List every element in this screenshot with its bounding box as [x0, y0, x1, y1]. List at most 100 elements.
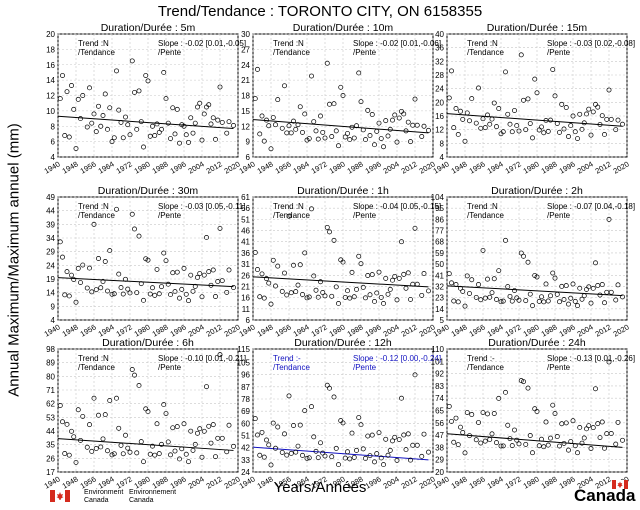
data-point [365, 273, 371, 278]
data-point [505, 422, 511, 428]
data-point [295, 443, 301, 449]
trend-annotation: Trend :N [273, 39, 304, 48]
panel-title: Duration/Durée : 24h [488, 337, 586, 349]
data-point [345, 449, 350, 455]
data-point [197, 100, 203, 106]
data-point [306, 136, 312, 141]
data-point [288, 450, 294, 456]
data-point [78, 437, 83, 443]
x-tick-label: 1980 [328, 159, 347, 175]
y-tick-label: 49 [46, 193, 55, 202]
data-point [179, 286, 185, 292]
data-point [557, 299, 562, 305]
data-point [159, 441, 164, 447]
data-point [315, 455, 321, 461]
y-tick-label: 33 [241, 456, 250, 465]
data-point [125, 286, 131, 292]
data-point [324, 224, 330, 230]
data-point [608, 431, 614, 436]
data-point [264, 117, 269, 123]
y-tick-label: 14 [46, 289, 55, 298]
data-point [521, 97, 526, 103]
data-point [496, 268, 502, 274]
slope-annotation: Slope : -0.02 [0.01,-0.06] [353, 39, 441, 48]
x-tick-label: 1964 [292, 159, 311, 175]
data-point [460, 288, 466, 294]
data-point [593, 260, 598, 266]
data-point [288, 130, 294, 136]
data-point [588, 132, 594, 138]
slope-annotation: Slope : -0.07 [0.04,-0.18] [547, 202, 635, 211]
trend-line [252, 276, 429, 288]
data-point [347, 456, 353, 462]
data-point [62, 292, 68, 298]
x-tick-label: 1948 [61, 159, 80, 175]
data-point [231, 285, 236, 290]
data-point [84, 124, 90, 130]
data-point [548, 435, 553, 441]
data-point [156, 451, 162, 457]
data-point [295, 122, 301, 128]
data-point [462, 303, 468, 309]
y-tick-label: 12 [241, 122, 250, 131]
y-tick-label: 26 [46, 454, 55, 463]
y-tick-label: 24 [435, 85, 444, 94]
data-point [199, 137, 205, 143]
data-point [183, 132, 189, 138]
data-point [111, 135, 117, 141]
y-tick-label: 12 [435, 126, 444, 135]
data-point [329, 454, 335, 460]
y-tick-label: 5 [440, 316, 445, 325]
y-tick-label: 18 [46, 45, 55, 54]
data-point [120, 451, 126, 457]
y-tick-label: 96 [241, 371, 250, 380]
y-tick-label: 24 [241, 468, 250, 477]
slope-annotation: /Pente [547, 48, 571, 57]
trend-line [57, 277, 234, 288]
data-point [378, 294, 384, 300]
x-axis-label: Years/Années [273, 479, 367, 496]
data-point [291, 262, 296, 268]
data-point [213, 136, 218, 142]
data-point [273, 122, 278, 128]
data-point [518, 250, 524, 256]
data-point [363, 295, 368, 301]
data-point [300, 292, 305, 297]
data-point [138, 439, 144, 445]
data-point [75, 407, 81, 413]
data-point [363, 455, 368, 461]
data-point [599, 419, 605, 425]
data-point [66, 452, 72, 458]
data-point [482, 295, 488, 301]
data-point [554, 291, 560, 297]
data-point [100, 113, 106, 118]
data-point [401, 432, 407, 438]
canada-flag-icon [50, 490, 70, 502]
y-tick-label: 40 [435, 30, 444, 39]
data-point [613, 441, 619, 447]
data-point [313, 448, 319, 454]
page-title: Trend/Tendance : TORONTO CITY, ON 615835… [157, 3, 483, 20]
data-point [215, 117, 221, 123]
data-point [329, 134, 335, 139]
data-point [374, 290, 380, 296]
data-point [304, 295, 310, 301]
data-point [177, 456, 182, 462]
data-point [279, 288, 285, 294]
data-point [170, 105, 176, 111]
data-point [293, 449, 299, 455]
y-tick-label: 56 [435, 419, 444, 428]
x-tick-label: 1972 [115, 159, 134, 175]
data-point [354, 286, 359, 292]
data-point [257, 131, 263, 137]
data-point [127, 290, 133, 296]
data-point [80, 413, 86, 419]
y-tick-label: 8 [51, 122, 56, 131]
data-point [536, 298, 542, 304]
y-tick-label: 32 [435, 57, 444, 66]
data-point [550, 67, 556, 72]
